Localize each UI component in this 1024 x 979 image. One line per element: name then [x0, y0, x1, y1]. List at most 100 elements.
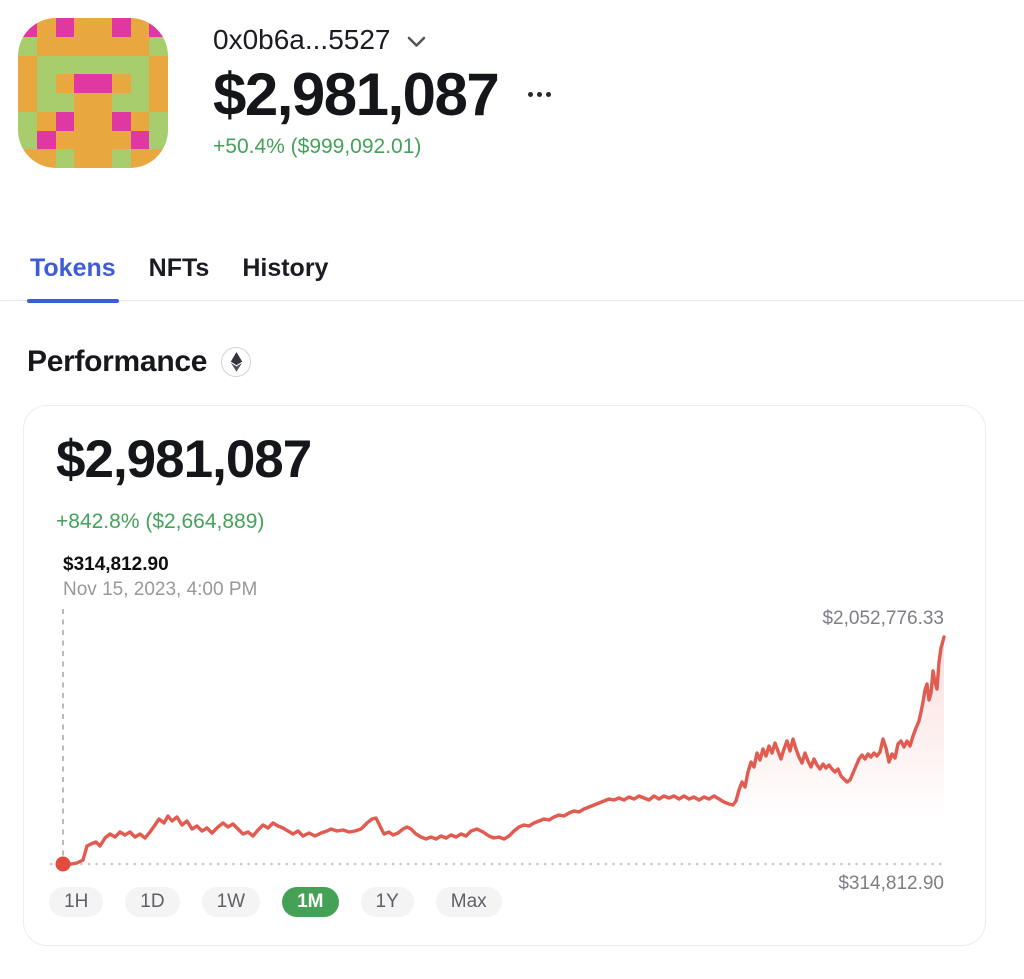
- avatar-pixel: [149, 18, 168, 37]
- avatar-pixel: [111, 18, 131, 37]
- avatar-pixel: [130, 36, 150, 56]
- avatar-pixel: [149, 93, 168, 112]
- avatar-pixel: [18, 93, 37, 112]
- avatar-pixel: [74, 130, 93, 150]
- chart-area-fill: [63, 636, 944, 864]
- ellipsis-menu-icon[interactable]: [526, 86, 553, 103]
- wallet-balance: $2,981,087: [213, 61, 500, 128]
- avatar-pixel: [55, 18, 75, 37]
- avatar-pixel: [130, 149, 150, 168]
- price-chart[interactable]: $2,052,776.33 $314,812.90: [41, 607, 961, 894]
- wallet-balance-row: $2,981,087: [213, 64, 553, 125]
- avatar-pixel: [18, 130, 37, 150]
- avatar-pixel: [18, 36, 37, 56]
- avatar-pixel: [93, 130, 112, 150]
- wallet-address-row[interactable]: 0x0b6a...5527: [213, 24, 553, 56]
- avatar-pixel: [130, 55, 150, 75]
- chart-price-line: [61, 634, 946, 866]
- avatar-pixel: [130, 74, 150, 93]
- avatar-pixel: [130, 18, 150, 37]
- avatar-pixel: [36, 36, 56, 56]
- avatar-pixel: [74, 18, 93, 37]
- avatar-pixel: [74, 149, 93, 168]
- chart-min-label: $314,812.90: [838, 872, 944, 894]
- avatar-pixel: [111, 36, 131, 56]
- avatar-pixel: [36, 130, 56, 150]
- avatar-pixel: [149, 55, 168, 75]
- avatar-pixel: [130, 130, 150, 150]
- avatar-pixel: [111, 74, 131, 93]
- tooltip-date: Nov 15, 2023, 4:00 PM: [63, 578, 258, 600]
- avatar-pixel: [93, 93, 112, 112]
- wallet-header: 0x0b6a...5527 $2,981,087 +50.4% ($999,09…: [0, 0, 1024, 168]
- avatar-pixel: [74, 55, 93, 75]
- range-1h-button[interactable]: 1H: [49, 886, 104, 917]
- ethereum-icon: [221, 347, 252, 377]
- avatar-pixel: [74, 74, 93, 93]
- avatar-pixel: [36, 93, 56, 112]
- range-max-button[interactable]: Max: [435, 886, 502, 917]
- avatar-pixel: [111, 130, 131, 150]
- avatar-pixel: [93, 74, 112, 93]
- avatar-pixel: [93, 149, 112, 168]
- avatar-pixel: [36, 111, 56, 131]
- wallet-summary: 0x0b6a...5527 $2,981,087 +50.4% ($999,09…: [213, 18, 553, 168]
- avatar-pixel: [149, 74, 168, 93]
- avatar-pixel: [149, 111, 168, 131]
- avatar-pixel: [111, 93, 131, 112]
- tooltip-value: $314,812.90: [63, 553, 169, 575]
- time-range-selector: 1H 1D 1W 1M 1Y Max: [49, 886, 985, 917]
- chart-hover-tooltip: $314,812.90 Nov 15, 2023, 4:00 PM: [63, 554, 985, 601]
- avatar-pixel: [55, 55, 75, 75]
- range-1y-button[interactable]: 1Y: [360, 886, 414, 917]
- performance-section-head: Performance: [27, 345, 1024, 379]
- avatar-pixel: [36, 55, 56, 75]
- avatar-pixel: [18, 18, 37, 37]
- avatar-pixel: [111, 55, 131, 75]
- chart-max-label: $2,052,776.33: [822, 607, 944, 629]
- avatar-pixel: [36, 149, 56, 168]
- avatar-pixel: [18, 74, 37, 93]
- range-1w-button[interactable]: 1W: [201, 886, 261, 917]
- avatar-pixel: [18, 55, 37, 75]
- chart-selected-point-dot[interactable]: [55, 856, 71, 872]
- tab-bar: Tokens NFTs History: [0, 254, 1024, 303]
- wallet-address: 0x0b6a...5527: [213, 24, 391, 55]
- wallet-avatar[interactable]: [18, 18, 168, 168]
- avatar-pixel: [55, 74, 75, 93]
- avatar-pixel: [130, 111, 150, 131]
- avatar-pixel: [18, 149, 37, 168]
- avatar-pixel: [149, 36, 168, 56]
- performance-title: Performance: [27, 345, 208, 378]
- wallet-change: +50.4% ($999,092.01): [213, 135, 422, 159]
- avatar-pixel: [93, 18, 112, 37]
- avatar-pixel: [18, 111, 37, 131]
- avatar-pixel: [55, 93, 75, 112]
- avatar-pixel: [55, 36, 75, 56]
- card-balance: $2,981,087: [56, 430, 312, 489]
- chevron-down-icon: [407, 36, 425, 47]
- avatar-pixel: [74, 36, 93, 56]
- avatar-pixel: [93, 36, 112, 56]
- avatar-pixel: [130, 93, 150, 112]
- tab-tokens[interactable]: Tokens: [27, 254, 119, 303]
- avatar-pixel: [149, 130, 168, 150]
- tab-history[interactable]: History: [242, 254, 329, 282]
- avatar-pixel: [36, 18, 56, 37]
- avatar-pixel: [93, 111, 112, 131]
- avatar-pixel: [149, 149, 168, 168]
- avatar-pixel: [111, 149, 131, 168]
- avatar-pixel: [55, 149, 75, 168]
- avatar-pixel: [74, 93, 93, 112]
- avatar-pixel: [55, 130, 75, 150]
- avatar-pixel: [93, 55, 112, 75]
- range-1m-button[interactable]: 1M: [282, 886, 339, 917]
- avatar-pixel: [111, 111, 131, 131]
- tab-nfts[interactable]: NFTs: [148, 254, 210, 282]
- avatar-pixel: [74, 111, 93, 131]
- range-1d-button[interactable]: 1D: [125, 886, 180, 917]
- card-change: +842.8% ($2,664,889): [56, 509, 265, 533]
- avatar-pixel: [55, 111, 75, 131]
- avatar-pixel: [36, 74, 56, 93]
